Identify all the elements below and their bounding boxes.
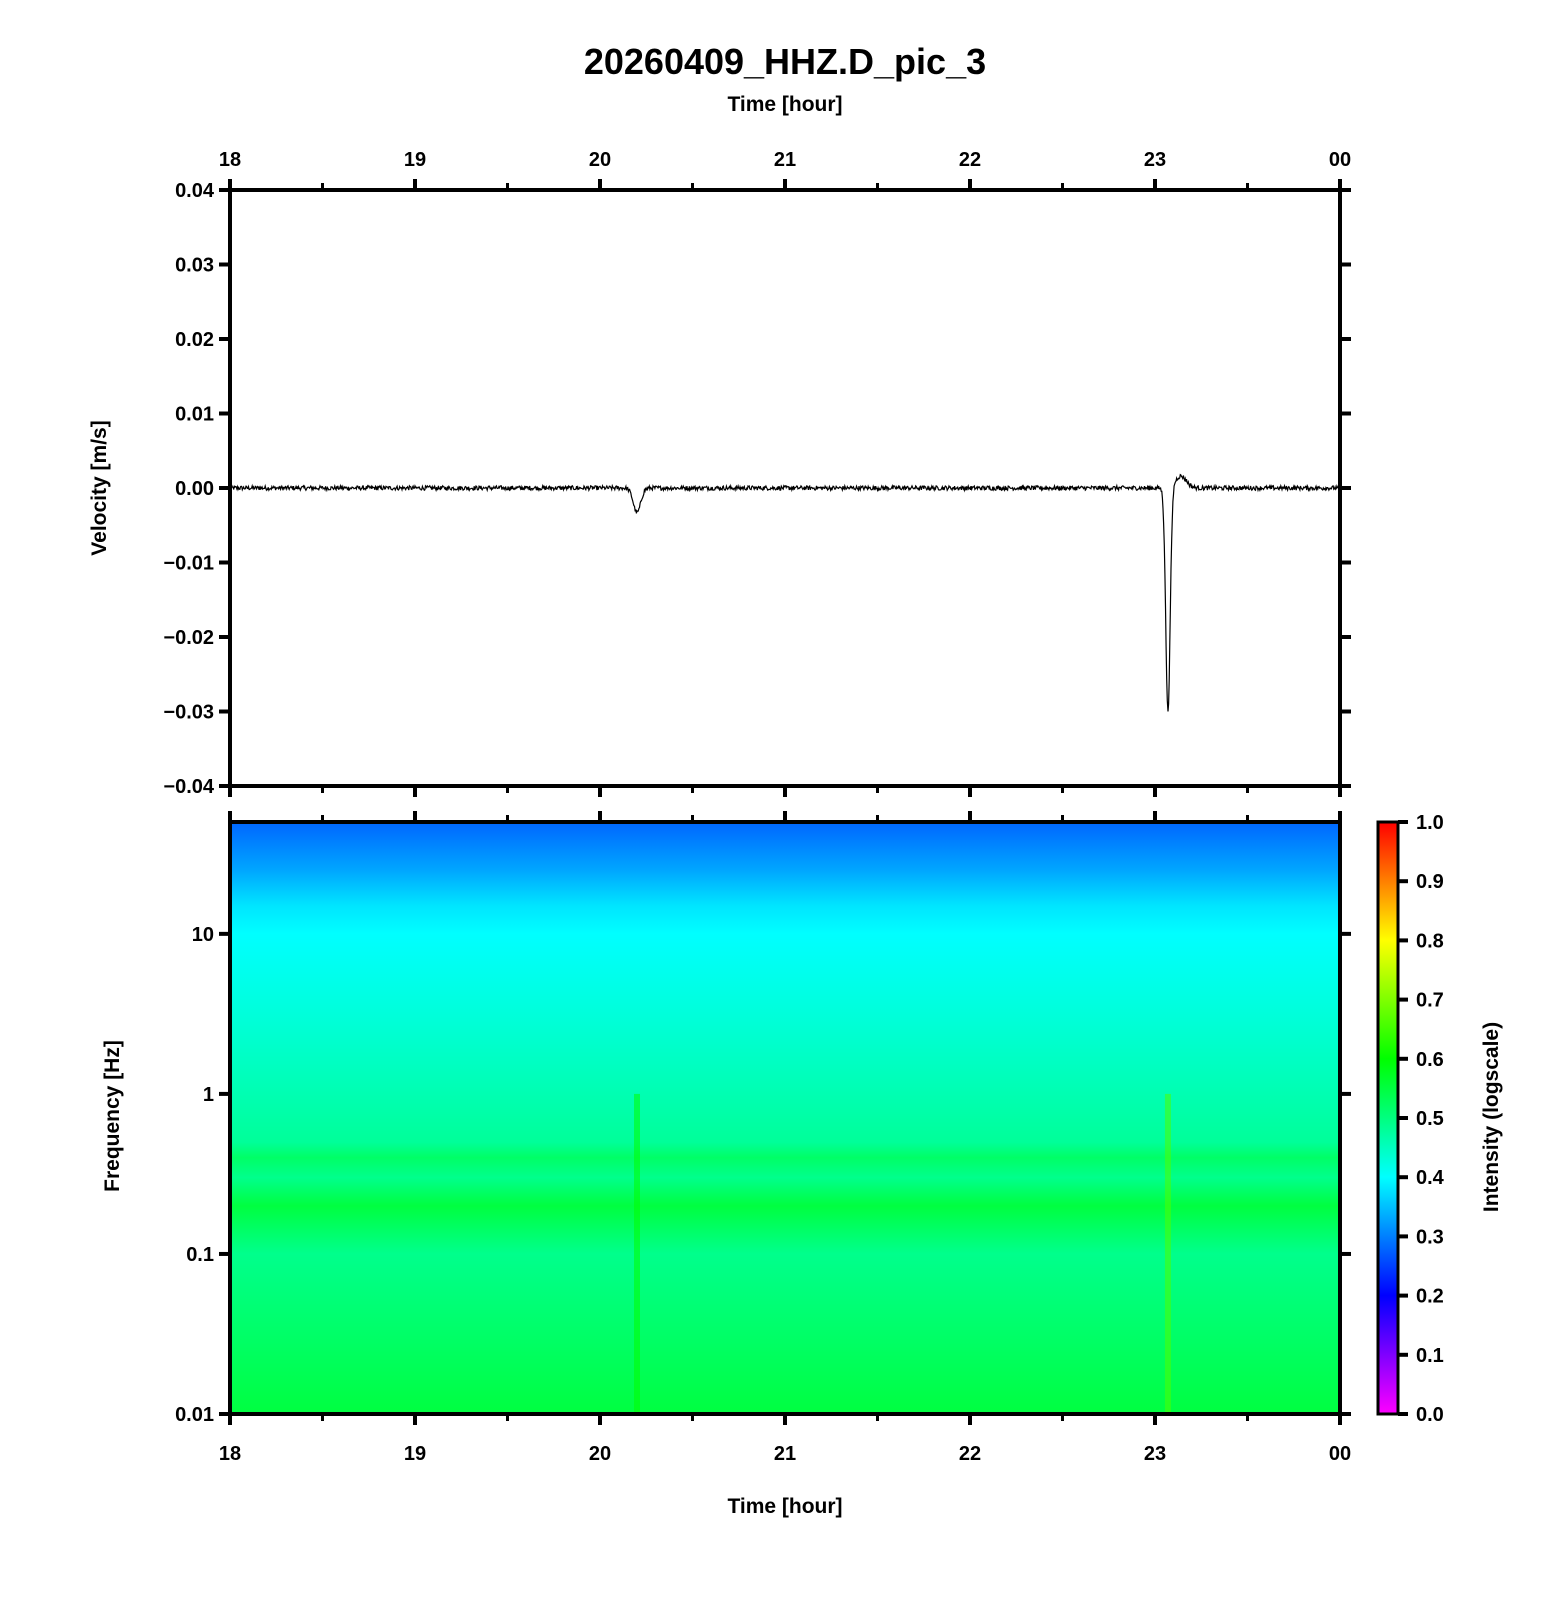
- frequency-y-tick-label: 10: [192, 924, 214, 946]
- velocity-trace-line: [230, 473, 1340, 712]
- bottom-x-tick-label: 19: [404, 1443, 426, 1465]
- colorbar-tick-label: 1.0: [1416, 812, 1444, 834]
- top-x-axis-label: Time [hour]: [727, 93, 842, 116]
- top-x-tick-label: 23: [1144, 149, 1166, 171]
- velocity-y-tick-label: −0.04: [163, 776, 214, 798]
- velocity-y-tick-label: 0.00: [175, 478, 214, 500]
- frequency-y-tick-label: 1: [203, 1084, 214, 1106]
- velocity-y-axis-label: Velocity [m/s]: [88, 420, 111, 555]
- colorbar-gradient: [1376, 820, 1400, 1416]
- frequency-y-tick-label: 0.1: [186, 1244, 214, 1266]
- bottom-x-tick-label: 21: [774, 1443, 796, 1465]
- top-x-tick-label: 22: [959, 149, 981, 171]
- spectrogram-background: [230, 822, 1340, 1414]
- axis-ticks-layer: 18 19 20 21 22 23 00 18 19 20 21 22 23 00 0.04 0.03 0.02…: [163, 149, 1444, 1465]
- bottom-x-tick-label: 00: [1329, 1443, 1351, 1465]
- colorbar-tick-label: 0.4: [1416, 1167, 1445, 1189]
- colorbar-tick-label: 0.8: [1416, 930, 1444, 952]
- bottom-x-tick-label: 20: [589, 1443, 611, 1465]
- colorbar: [1376, 820, 1400, 1416]
- colorbar-tick-label: 0.0: [1416, 1404, 1444, 1426]
- spectrogram-hot-columns: [634, 1093, 1171, 1414]
- bottom-x-tick-label: 23: [1144, 1443, 1166, 1465]
- top-x-tick-label: 18: [219, 149, 241, 171]
- bottom-x-axis-label: Time [hour]: [727, 1495, 842, 1518]
- spectrogram-hot-column-1: [634, 1093, 640, 1414]
- velocity-y-tick-label: −0.03: [163, 702, 214, 724]
- velocity-y-tick-label: −0.01: [163, 553, 214, 575]
- colorbar-tick-label: 0.7: [1416, 990, 1444, 1012]
- spectrogram-hot-column-0: [1164, 1093, 1171, 1414]
- colorbar-tick-label: 0.6: [1416, 1049, 1444, 1071]
- velocity-y-tick-label: 0.02: [175, 329, 214, 351]
- top-x-tick-label: 00: [1329, 149, 1351, 171]
- chart-title: 20260409_HHZ.D_pic_3: [584, 41, 986, 82]
- colorbar-tick-label: 0.5: [1416, 1108, 1444, 1130]
- bottom-x-tick-label: 18: [219, 1443, 241, 1465]
- velocity-y-tick-label: 0.04: [175, 180, 215, 202]
- colorbar-tick-label: 0.9: [1416, 871, 1444, 893]
- colorbar-tick-label: 0.2: [1416, 1286, 1444, 1308]
- colorbar-tick-label: 0.3: [1416, 1226, 1444, 1248]
- velocity-y-tick-label: 0.03: [175, 255, 214, 277]
- frequency-y-tick-label: 0.01: [175, 1404, 214, 1426]
- colorbar-tick-label: 0.1: [1416, 1345, 1444, 1367]
- velocity-panel: [228, 188, 1342, 788]
- top-x-tick-label: 19: [404, 149, 426, 171]
- frequency-y-axis-label: Frequency [Hz]: [101, 1040, 124, 1192]
- top-x-tick-label: 21: [774, 149, 796, 171]
- velocity-y-tick-label: 0.01: [175, 404, 214, 426]
- velocity-y-tick-label: −0.02: [163, 627, 214, 649]
- spectrogram-panel: [228, 820, 1342, 1416]
- top-x-tick-label: 20: [589, 149, 611, 171]
- bottom-x-tick-label: 22: [959, 1443, 981, 1465]
- colorbar-label: Intensity (logscale): [1480, 1022, 1503, 1212]
